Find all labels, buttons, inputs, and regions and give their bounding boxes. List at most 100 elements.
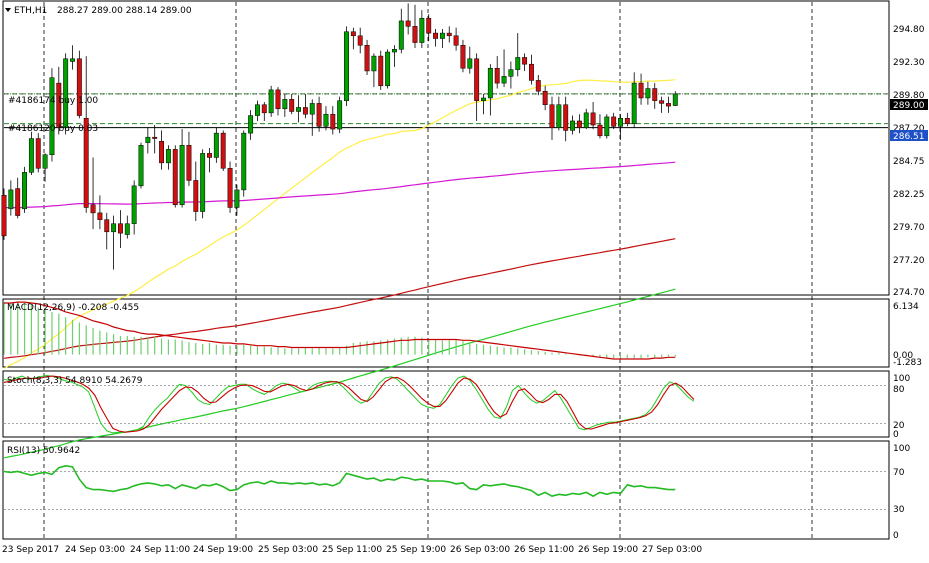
stoch-main-line [3,374,695,434]
bull-candle-body [42,154,48,169]
stoch-label: Stoch(8,3,3) 54.8910 54.2679 [7,376,143,386]
time-tick: 24 Sep 03:00 [65,545,125,555]
candle [179,129,185,208]
bull-candle-body [618,118,623,127]
candle [590,102,596,130]
candle [385,49,391,89]
bear-candle-body [83,118,89,208]
bull-candle-body [234,189,240,208]
bull-candle-body [323,113,329,127]
bull-candle-body [556,104,562,128]
current-price-tag: 289.00 [893,101,925,111]
bull-candle-body [111,223,117,233]
bear-candle-body [535,80,541,92]
bull-candle-body [508,69,514,77]
bear-candle-body [652,88,658,101]
dropdown-triangle-icon[interactable] [5,8,11,12]
bull-candle-body [583,112,589,128]
bear-candle-body [563,104,569,131]
candle [652,83,658,109]
macd-tick: -1.283 [893,358,922,368]
bear-candle-body [522,57,528,65]
bull-candle-body [282,99,288,110]
bear-candle-body [1,195,7,237]
bear-candle-body [289,99,295,112]
candle [357,27,363,54]
bear-candle-body [152,136,158,139]
candle [645,81,651,105]
bull-candle-body [28,138,34,173]
bear-candle-body [357,35,363,46]
candle [453,27,459,51]
order-price-tag-bg [890,130,928,141]
candle [76,50,82,119]
candle [289,93,295,115]
time-tick: 26 Sep 19:00 [578,545,638,555]
candle [563,96,569,142]
price-tick: 277.20 [893,256,925,266]
candle [522,53,528,71]
order-line-label-2[interactable]: #4186120 buy 0.03 [8,124,98,134]
bear-candle-body [446,32,452,37]
candle [200,149,206,219]
candle [275,87,281,116]
bull-candle-body [138,145,144,187]
bear-candle-body [453,35,459,46]
bear-candle-body [172,149,178,206]
bull-candle-body [213,132,219,158]
candle [104,212,110,250]
candle [487,64,493,116]
candle [145,127,151,154]
bull-candle-body [296,107,302,112]
candle [439,29,445,48]
bear-candle-body [227,168,233,208]
bear-candle-body [412,26,418,43]
candle [35,133,41,173]
bull-candle-body [8,189,14,210]
bull-candle-body [419,17,425,43]
rsi-panel-frame [2,440,890,540]
candle [8,180,14,216]
candle [186,131,192,186]
bull-candle-body [631,82,637,124]
bull-candle-body [49,77,55,156]
bear-candle-body [330,113,336,130]
candle [138,142,144,189]
bear-candle-body [576,120,582,128]
rsi-label: RSI(13) 50.9642 [7,446,80,456]
current-price-tag-bg [890,99,928,110]
candle [124,215,130,239]
bull-candle-body [398,20,404,50]
bull-candle-body [570,120,575,131]
bear-candle-body [659,100,665,104]
bear-candle-body [378,55,384,87]
candle [337,96,343,134]
bear-candle-body [638,82,644,99]
candle [165,145,171,170]
vertical-gridlines [43,2,813,539]
bull-candle-body [672,93,678,106]
bear-candle-body [118,223,123,234]
candle [433,29,439,47]
time-tick: 24 Sep 19:00 [193,545,253,555]
bear-candle-body [316,103,322,127]
candle [90,157,96,230]
bear-candle-body [275,89,281,110]
candle [597,114,603,139]
candle [611,112,617,130]
time-axis: 23 Sep 2017 24 Sep 03:00 24 Sep 11:00 24… [2,545,702,555]
bull-candle-body [255,104,260,116]
candle [666,96,671,113]
order-line-label-1[interactable]: #4186174 buy 1.00 [8,96,98,106]
candle [515,33,521,77]
bull-candle-body [467,58,473,69]
candle [604,114,610,139]
bear-candle-body [433,32,439,39]
bear-candle-body [494,67,500,84]
order-price-tag: 286.51 [893,132,925,142]
time-tick: 25 Sep 11:00 [322,545,382,555]
price-tick: 279.70 [893,223,925,233]
candle [330,106,336,135]
candle [549,96,555,140]
ma-slow-green-line [3,288,676,459]
